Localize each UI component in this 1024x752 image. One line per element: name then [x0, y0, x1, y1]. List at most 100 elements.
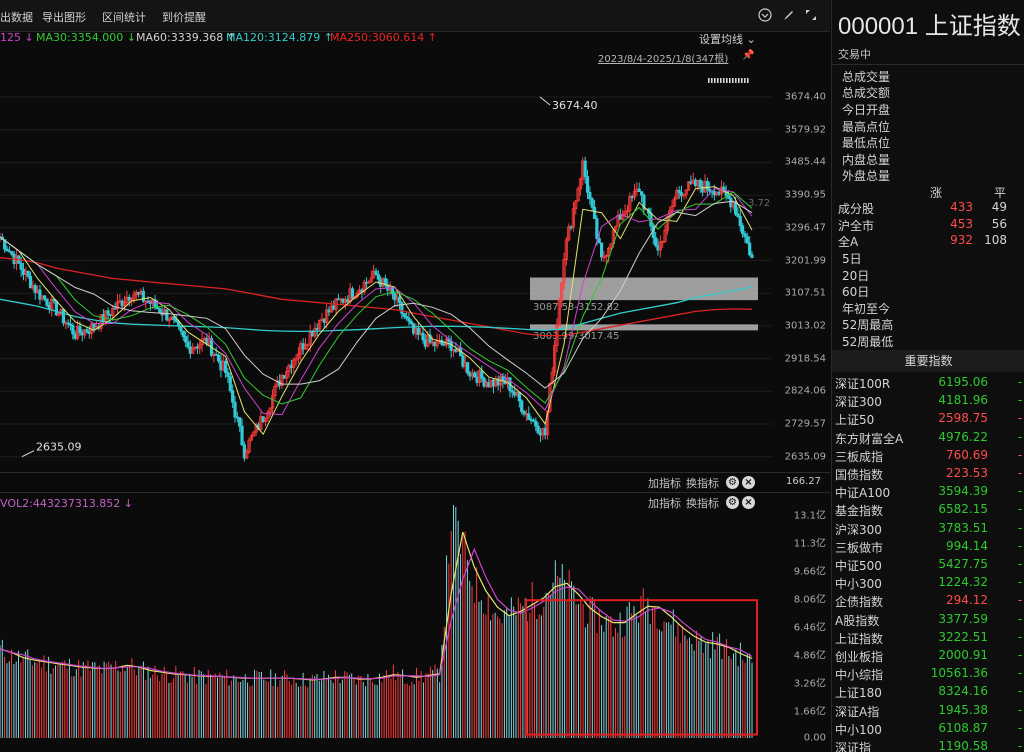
candle-body — [122, 302, 127, 307]
event-marker — [747, 78, 749, 83]
candle-body — [54, 300, 59, 316]
index-row[interactable]: 沪深300 3783.51 - — [832, 519, 1024, 537]
candle-body — [614, 225, 618, 231]
index-change-partial: - — [1018, 466, 1023, 480]
candle-body — [590, 198, 594, 208]
candle-body — [179, 325, 183, 332]
candle-body — [623, 211, 627, 216]
close-icon[interactable]: × — [742, 496, 755, 509]
candle-body — [654, 237, 658, 246]
volume-chart[interactable] — [0, 505, 772, 752]
index-row[interactable]: 深证100R 6195.06 - — [832, 373, 1024, 391]
candle-body — [574, 200, 578, 210]
range-stats-button[interactable]: 区间统计 — [102, 11, 146, 24]
candle-body — [231, 390, 235, 403]
candle-body — [449, 340, 453, 351]
breadth-flat-count: 108 — [984, 233, 1007, 247]
gear-icon[interactable]: ⚙ — [726, 476, 739, 489]
index-change-partial: - — [1018, 648, 1023, 662]
index-change-partial: - — [1018, 375, 1023, 389]
important-indices-header: 重要指数 — [832, 350, 1024, 372]
index-row[interactable]: 上证180 8324.16 - — [832, 682, 1024, 700]
candle-body — [628, 196, 632, 211]
candle-body — [43, 295, 47, 300]
event-marker — [741, 78, 743, 83]
candle-body — [308, 331, 312, 345]
index-row[interactable]: 深证300 4181.96 - — [832, 391, 1024, 409]
index-name: 深证300 — [835, 395, 882, 410]
candle-body — [517, 392, 521, 402]
expand-icon[interactable] — [803, 8, 819, 24]
candle-body — [557, 300, 561, 326]
chevron-circle-icon[interactable] — [757, 8, 773, 24]
index-row[interactable]: 企债指数 294.12 - — [832, 591, 1024, 609]
candle-body — [677, 190, 681, 194]
panel-divider — [0, 472, 830, 473]
index-row[interactable]: 中小100 6108.87 - — [832, 719, 1024, 737]
index-row[interactable]: 中证500 5427.75 - — [832, 555, 1024, 573]
index-row[interactable]: 上证指数 3222.51 - — [832, 628, 1024, 646]
set-ma-button[interactable]: 设置均线 ⌄ — [699, 33, 756, 46]
index-row[interactable]: 三板成指 760.69 - — [832, 446, 1024, 464]
add-indicator-button[interactable]: 加指标 — [648, 497, 681, 510]
index-value: 1945.38 — [938, 702, 988, 717]
price-axis-label: 3674.40 — [784, 91, 826, 103]
index-row[interactable]: 中证A100 3594.39 - — [832, 482, 1024, 500]
brush-icon[interactable] — [780, 8, 796, 24]
index-value: 4976.22 — [938, 429, 988, 444]
stat-high: 最高点位 — [842, 120, 891, 134]
index-row[interactable]: 中小300 1224.32 - — [832, 573, 1024, 591]
candle-body — [534, 420, 538, 427]
support-zone-label: 3087.53-3152.82 — [533, 302, 619, 313]
candle-body — [520, 400, 524, 412]
pin-icon[interactable]: 📌 — [742, 50, 755, 61]
candle-body — [736, 213, 740, 217]
candle-body — [317, 319, 322, 330]
candle-body — [536, 425, 540, 434]
index-row[interactable]: 深证指 1190.58 - — [832, 737, 1024, 752]
ma10-line — [0, 187, 753, 416]
candle-body — [670, 205, 674, 212]
index-row[interactable]: 国债指数 223.53 - — [832, 464, 1024, 482]
index-change-partial: - — [1018, 575, 1023, 590]
index-row[interactable]: A股指数 3377.59 - — [832, 610, 1024, 628]
candle-body — [738, 216, 742, 227]
index-row[interactable]: 深证A指 1945.38 - — [832, 701, 1024, 719]
candle-body — [632, 191, 637, 198]
index-row[interactable]: 基金指数 6582.15 - — [832, 500, 1024, 518]
index-value: 3377.59 — [938, 611, 988, 626]
price-axis-label: 3013.02 — [784, 320, 826, 332]
price-alert-button[interactable]: 到价提醒 — [162, 11, 206, 24]
index-row[interactable]: 创业板指 2000.91 - — [832, 646, 1024, 664]
index-row[interactable]: 东方财富全A 4976.22 - — [832, 428, 1024, 446]
index-name: 国债指数 — [835, 468, 884, 482]
close-icon[interactable]: × — [742, 476, 755, 489]
candle-body — [473, 372, 477, 378]
index-row[interactable]: 中小综指 10561.36 - — [832, 664, 1024, 682]
candle-body — [708, 188, 712, 192]
gear-icon[interactable]: ⚙ — [726, 496, 739, 509]
candle-body — [550, 371, 554, 385]
event-marker — [714, 78, 716, 83]
switch-indicator-button[interactable]: 换指标 — [686, 497, 719, 510]
candle-body — [553, 345, 557, 373]
candle-body — [564, 239, 568, 260]
quote-panel: 000001 上证指数 交易中 总成交量 总成交额 今日开盘 最高点位 最低点位… — [831, 0, 1024, 752]
index-row[interactable]: 上证50 2598.75 - — [832, 409, 1024, 427]
index-row[interactable]: 三板做市 994.14 - — [832, 537, 1024, 555]
export-chart-button[interactable]: 导出图形 — [42, 11, 86, 24]
price-chart[interactable]: 3087.53-3152.823003.99-3017.453674.40263… — [0, 60, 772, 472]
candle-body — [510, 390, 514, 393]
index-value: 994.14 — [946, 538, 988, 553]
candle-body — [270, 395, 275, 409]
candle-body — [167, 319, 171, 322]
export-data-button[interactable]: 出数据 — [0, 11, 33, 24]
add-indicator-button[interactable]: 加指标 — [648, 477, 681, 490]
candle-body — [578, 178, 583, 190]
index-change-partial: - — [1018, 684, 1023, 699]
axis-corner-value: 166.27 — [786, 476, 821, 487]
event-marker — [744, 78, 746, 83]
candle-body — [19, 263, 23, 270]
switch-indicator-button[interactable]: 换指标 — [686, 477, 719, 490]
volume-ma5-line — [0, 531, 753, 681]
